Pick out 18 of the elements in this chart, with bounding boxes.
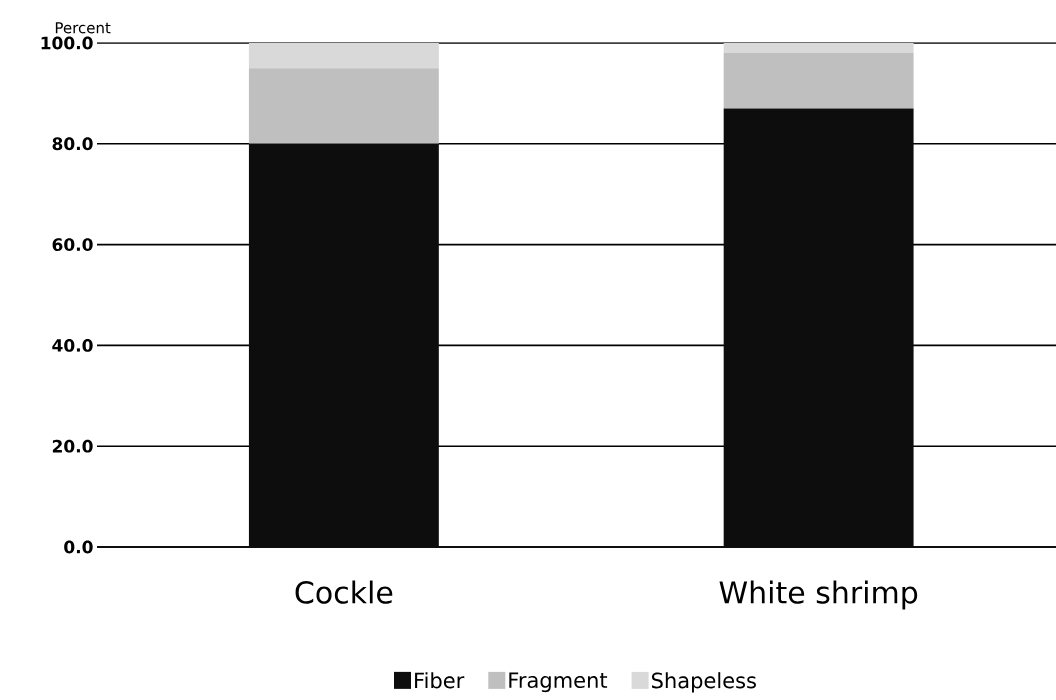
bar: [248, 68, 439, 144]
y-tick-label: 60.0: [52, 238, 93, 252]
legend-label: Shapeless: [651, 672, 756, 693]
bar: [723, 53, 914, 109]
x-tick-label: Cockle: [295, 580, 393, 604]
y-axis-title: Percent: [55, 22, 111, 34]
legend-label: Fiber: [415, 672, 465, 689]
legend-label: Fragment: [509, 672, 608, 693]
x-tick-label: White shrimp: [719, 580, 918, 610]
y-tick-label: 0.0: [64, 540, 93, 554]
bar: [723, 42, 914, 54]
y-tick-label: 80.0: [52, 137, 93, 151]
bar: [248, 143, 439, 547]
y-tick-label: 40.0: [52, 338, 93, 352]
bar: [723, 108, 914, 547]
y-tick-label: 20.0: [52, 439, 93, 453]
y-tick-label: 100.0: [41, 36, 93, 50]
bar: [248, 42, 439, 69]
